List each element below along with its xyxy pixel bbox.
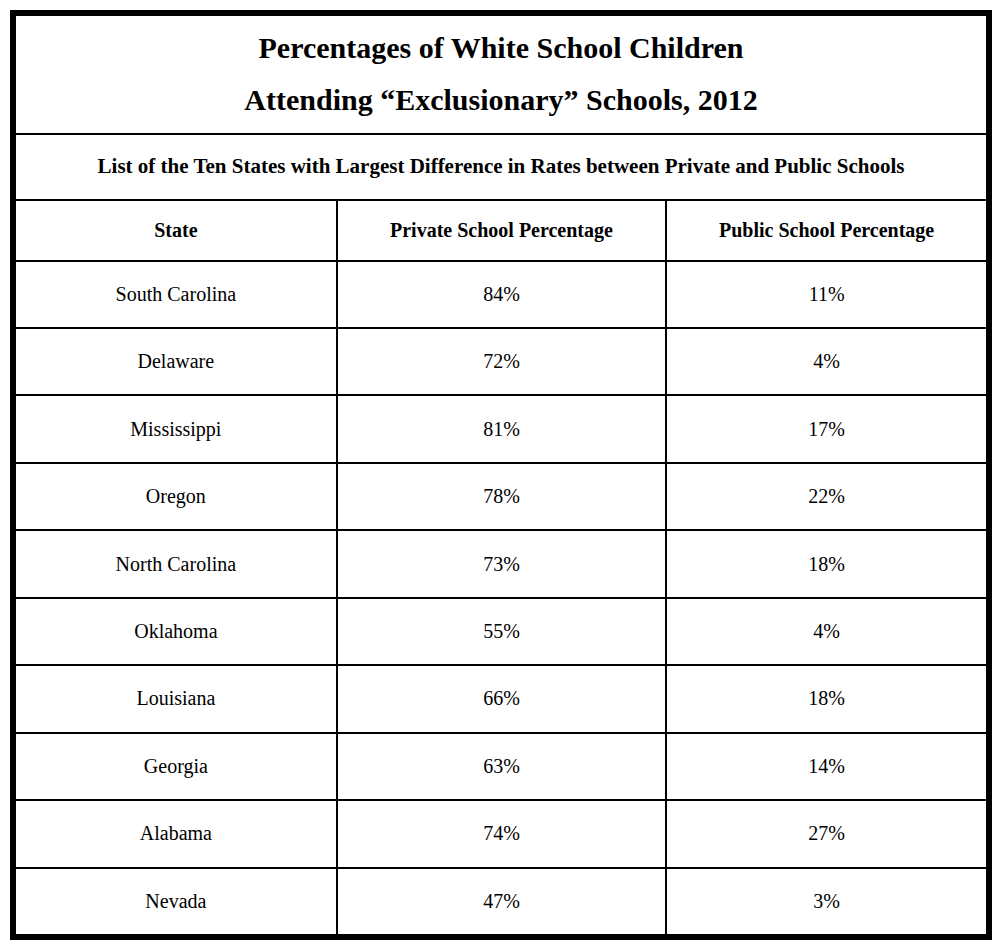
cell-state: Louisiana [15, 665, 337, 732]
cell-private-pct: 63% [337, 733, 667, 800]
cell-state: Nevada [15, 868, 337, 935]
table-row: South Carolina 84% 11% [15, 261, 987, 328]
col-header-public: Public School Percentage [666, 200, 987, 260]
table-outer-frame: Percentages of White School Children Att… [10, 10, 992, 940]
table-row: North Carolina 73% 18% [15, 530, 987, 597]
title-line-2: Attending “Exclusionary” Schools, 2012 [22, 74, 980, 126]
cell-public-pct: 11% [666, 261, 987, 328]
cell-state: North Carolina [15, 530, 337, 597]
cell-private-pct: 66% [337, 665, 667, 732]
title-row: Percentages of White School Children Att… [15, 15, 987, 134]
cell-public-pct: 3% [666, 868, 987, 935]
cell-state: Mississippi [15, 395, 337, 462]
title-line-1: Percentages of White School Children [22, 22, 980, 74]
cell-private-pct: 72% [337, 328, 667, 395]
table-row: Oklahoma 55% 4% [15, 598, 987, 665]
table-row: Georgia 63% 14% [15, 733, 987, 800]
table-row: Oregon 78% 22% [15, 463, 987, 530]
cell-state: Delaware [15, 328, 337, 395]
cell-state: Alabama [15, 800, 337, 867]
cell-private-pct: 55% [337, 598, 667, 665]
col-header-private: Private School Percentage [337, 200, 667, 260]
cell-private-pct: 81% [337, 395, 667, 462]
table-row: Nevada 47% 3% [15, 868, 987, 935]
cell-private-pct: 84% [337, 261, 667, 328]
cell-state: Oregon [15, 463, 337, 530]
table-row: Mississippi 81% 17% [15, 395, 987, 462]
table-title: Percentages of White School Children Att… [15, 15, 987, 134]
table-row: Delaware 72% 4% [15, 328, 987, 395]
table-row: Alabama 74% 27% [15, 800, 987, 867]
cell-public-pct: 17% [666, 395, 987, 462]
cell-private-pct: 73% [337, 530, 667, 597]
cell-state: South Carolina [15, 261, 337, 328]
cell-state: Oklahoma [15, 598, 337, 665]
figure-page: Percentages of White School Children Att… [0, 0, 1002, 950]
col-header-state: State [15, 200, 337, 260]
cell-public-pct: 18% [666, 665, 987, 732]
column-header-row: State Private School Percentage Public S… [15, 200, 987, 260]
subtitle-row: List of the Ten States with Largest Diff… [15, 134, 987, 200]
exclusionary-schools-table: Percentages of White School Children Att… [14, 14, 988, 936]
cell-public-pct: 22% [666, 463, 987, 530]
cell-public-pct: 4% [666, 598, 987, 665]
cell-private-pct: 78% [337, 463, 667, 530]
cell-public-pct: 18% [666, 530, 987, 597]
cell-private-pct: 47% [337, 868, 667, 935]
cell-public-pct: 27% [666, 800, 987, 867]
table-row: Louisiana 66% 18% [15, 665, 987, 732]
cell-state: Georgia [15, 733, 337, 800]
table-subtitle: List of the Ten States with Largest Diff… [15, 134, 987, 200]
cell-public-pct: 4% [666, 328, 987, 395]
cell-private-pct: 74% [337, 800, 667, 867]
cell-public-pct: 14% [666, 733, 987, 800]
